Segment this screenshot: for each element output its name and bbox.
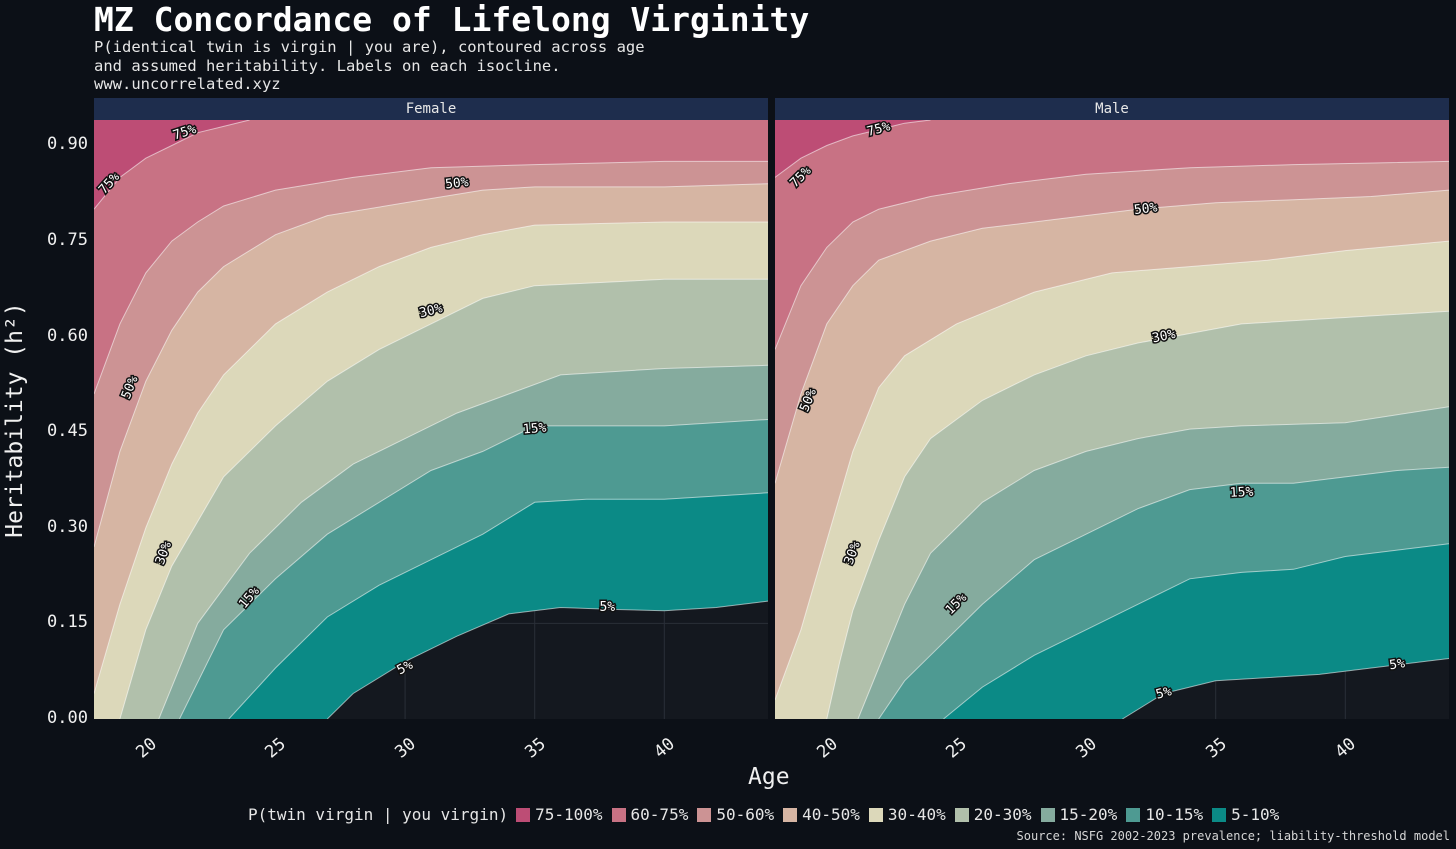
contour-label: 5% <box>1154 684 1173 703</box>
contour-label: 5% <box>1388 656 1406 673</box>
chart-subtitle: P(identical twin is virgin | you are), c… <box>94 38 645 93</box>
x-tick-label: 30 <box>1072 734 1101 763</box>
isocline-0.5 <box>775 189 1449 484</box>
legend-label: 50-60% <box>716 805 775 824</box>
x-tick-label: 25 <box>261 734 291 763</box>
legend-label: 30-40% <box>887 805 946 824</box>
contour-band-50-60% <box>94 120 768 547</box>
y-tick-label: 0.45 <box>47 421 88 442</box>
isocline-0.4 <box>775 240 1449 701</box>
isocline-0.1 <box>943 543 1449 719</box>
isocline-0.75 <box>775 120 931 178</box>
x-tick-label: 35 <box>1201 734 1231 763</box>
y-tick-label: 0.90 <box>47 134 88 155</box>
isocline-0.4 <box>94 221 768 694</box>
contour-label: 30% <box>418 301 445 321</box>
contour-label: 50% <box>444 175 469 192</box>
y-tick-label: 0.00 <box>47 708 88 728</box>
y-tick-label: 0.30 <box>47 516 88 537</box>
isocline-0.05 <box>326 600 768 719</box>
legend-label: 60-75% <box>630 805 689 824</box>
legend-swatch <box>516 807 531 822</box>
isocline-0.3 <box>119 278 768 719</box>
x-tick-label: 25 <box>942 734 972 763</box>
isocline-0.15 <box>878 466 1449 719</box>
contour-band-75-100% <box>94 120 250 210</box>
source-note: Source: NSFG 2002-2023 prevalence; liabi… <box>1016 829 1450 843</box>
isocline-0.15 <box>179 419 768 719</box>
x-tick-label: 30 <box>391 734 420 763</box>
y-tick-label: 0.60 <box>47 325 88 346</box>
contour-band-60-75% <box>775 120 1449 350</box>
x-tick-label: 40 <box>1331 734 1361 763</box>
x-tick-label: 35 <box>520 734 550 763</box>
isocline-0.05 <box>1122 658 1449 719</box>
x-tick-label: 40 <box>650 734 680 763</box>
isocline-0.5 <box>94 183 768 548</box>
panel-male: 5% 5% 15% 15% 30% 30% 50% 50% 75% 75% <box>775 120 1449 719</box>
legend-swatch <box>611 807 626 822</box>
panel-strip-male: Male <box>775 98 1449 120</box>
contour-plot-female: 5%5%15%15%30%30%50%50%75%75% <box>94 120 768 719</box>
isocline-0.75 <box>94 120 250 210</box>
legend-label: 10-15% <box>1145 805 1204 824</box>
isocline-0.2 <box>857 406 1449 719</box>
contour-plot-male: 5%5%15%15%30%30%50%50%75%75% <box>775 120 1449 719</box>
legend-label: 5-10% <box>1231 805 1280 824</box>
legend-label: 40-50% <box>802 805 860 824</box>
isocline-0.6 <box>94 160 768 395</box>
legend-swatch <box>868 807 883 822</box>
legend-swatch <box>783 807 798 822</box>
legend-swatch <box>697 807 712 822</box>
legend-swatch <box>954 807 969 822</box>
contour-band-75-100% <box>775 120 931 178</box>
x-tick-label: 20 <box>132 734 161 763</box>
contour-band-40-50% <box>775 120 1449 700</box>
panel-female: 5% 5% 15% 15% 30% 30% 50% 50% 75% 75% <box>94 120 768 719</box>
chart-title: MZ Concordance of Lifelong Virginity <box>94 0 810 39</box>
contour-label: 30% <box>1151 327 1177 347</box>
legend-label: 15-20% <box>1059 805 1118 824</box>
isocline-0.2 <box>158 364 768 719</box>
contour-band-40-50% <box>94 120 768 694</box>
y-tick-label: 0.75 <box>47 230 88 251</box>
legend-label: 75-100% <box>535 805 603 824</box>
contour-label: 15% <box>1229 485 1253 501</box>
legend-title: P(twin virgin | you virgin) <box>248 805 509 824</box>
contour-band-50-60% <box>775 120 1449 484</box>
legend: P(twin virgin | you virgin) 75-100% 60-75… <box>248 805 1286 824</box>
panel-strip-female: Female <box>94 98 768 120</box>
legend-swatch <box>1040 807 1055 822</box>
contour-band-60-75% <box>94 120 768 394</box>
isocline-0.1 <box>228 492 768 719</box>
x-tick-label: 20 <box>813 734 842 763</box>
contour-label: 5% <box>599 600 615 615</box>
isocline-0.6 <box>775 160 1449 350</box>
y-tick-label: 0.15 <box>47 612 88 633</box>
y-axis-label: Heritability (h²) <box>2 302 28 538</box>
legend-swatch <box>1126 807 1141 822</box>
isocline-0.3 <box>826 310 1449 719</box>
legend-swatch <box>1212 807 1227 822</box>
contour-label: 15% <box>522 421 547 438</box>
x-axis-label: Age <box>748 764 790 790</box>
contour-label: 50% <box>1133 200 1158 218</box>
legend-label: 20-30% <box>973 805 1032 824</box>
